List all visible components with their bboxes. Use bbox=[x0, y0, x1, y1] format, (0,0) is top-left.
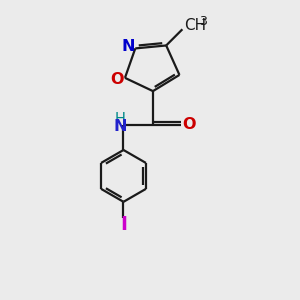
Text: N: N bbox=[121, 39, 135, 54]
Text: N: N bbox=[114, 119, 127, 134]
Text: CH: CH bbox=[184, 18, 206, 33]
Text: H: H bbox=[115, 112, 126, 127]
Text: O: O bbox=[182, 118, 196, 133]
Text: O: O bbox=[110, 72, 124, 87]
Text: 3: 3 bbox=[199, 15, 206, 28]
Text: I: I bbox=[120, 215, 127, 234]
